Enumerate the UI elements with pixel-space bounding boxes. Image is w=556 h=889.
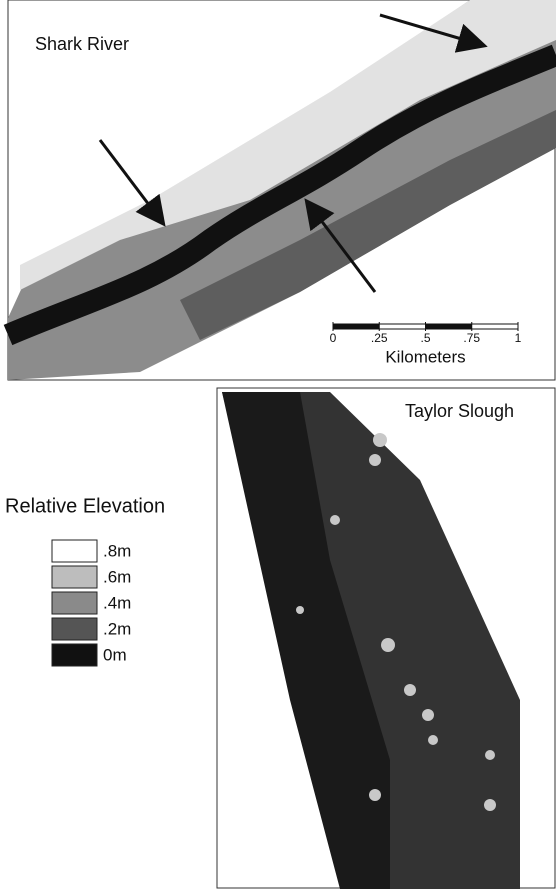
scale-label: .25 <box>371 331 388 345</box>
map-title: Taylor Slough <box>405 401 514 421</box>
legend-label: .6m <box>103 567 131 586</box>
scale-label: .5 <box>420 331 430 345</box>
scale-bar-segment <box>426 324 472 329</box>
scale-bar-segment <box>333 324 379 329</box>
legend-label: .4m <box>103 593 131 612</box>
legend-swatch <box>52 540 97 562</box>
scale-label: .75 <box>463 331 480 345</box>
legend: .8m .6m .4m .2m 0m <box>52 540 131 666</box>
legend-swatch <box>52 592 97 614</box>
legend-swatch <box>52 566 97 588</box>
legend-label: .2m <box>103 619 131 638</box>
scale-unit: Kilometers <box>385 347 465 366</box>
legend-title: Relative Elevation <box>5 495 165 517</box>
scale-label: 0 <box>330 331 337 345</box>
map-title: Shark River <box>35 34 129 54</box>
scale-label: 1 <box>515 331 522 345</box>
legend-label: 0m <box>103 645 127 664</box>
legend-label: .8m <box>103 541 131 560</box>
figure: Shark River 0 .25 .5 .75 1 Kilometers Taylor … <box>0 0 556 889</box>
legend-swatch <box>52 618 97 640</box>
legend-swatch <box>52 644 97 666</box>
